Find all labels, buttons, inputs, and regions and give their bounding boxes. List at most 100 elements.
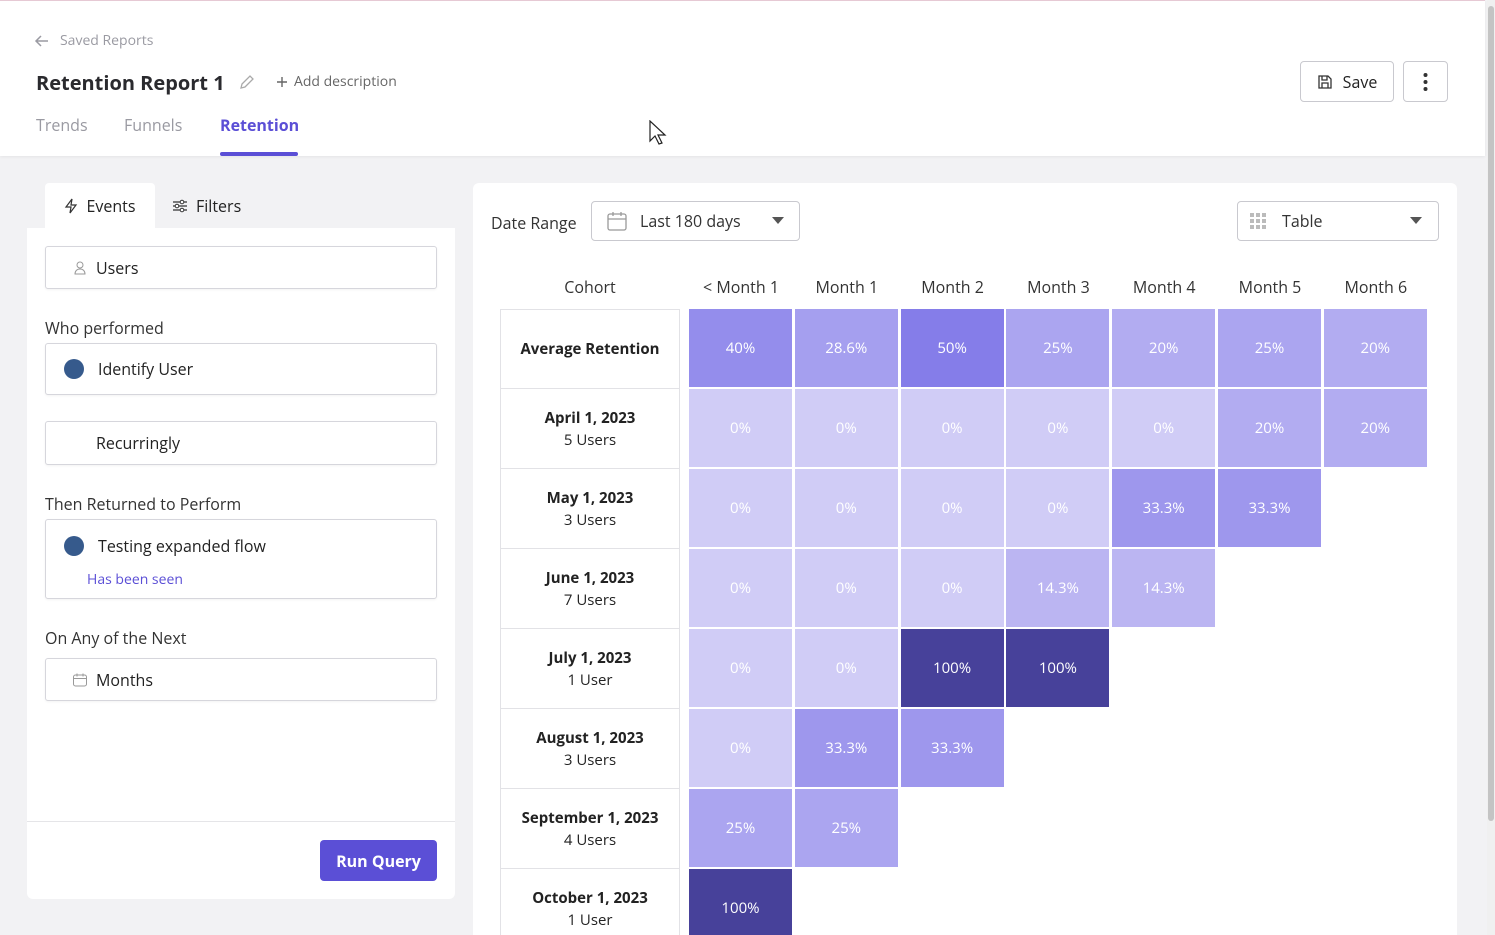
retention-cell[interactable]: 25%	[1006, 309, 1109, 387]
column-header: Month 1	[795, 276, 899, 298]
save-icon	[1317, 74, 1333, 90]
retention-cell[interactable]: 28.6%	[795, 309, 898, 387]
tab-underline	[220, 152, 298, 156]
retention-cell[interactable]: 20%	[1324, 309, 1427, 387]
column-header: Cohort	[500, 276, 680, 298]
retention-cell[interactable]: 25%	[1218, 309, 1321, 387]
back-link[interactable]: Saved Reports	[34, 31, 153, 50]
retention-cell[interactable]: 40%	[689, 309, 792, 387]
retention-cell[interactable]: 0%	[1006, 469, 1109, 547]
retention-cell[interactable]: 33.3%	[901, 709, 1004, 787]
more-button[interactable]	[1403, 61, 1448, 102]
divider	[27, 821, 455, 822]
column-header: < Month 1	[689, 276, 793, 298]
cohort-name: August 1, 2023	[536, 727, 643, 749]
retention-cell[interactable]: 0%	[689, 389, 792, 467]
filters-tab[interactable]: Filters	[172, 195, 241, 217]
retention-cell[interactable]: 0%	[689, 629, 792, 707]
tab[interactable]: Funnels	[124, 114, 182, 136]
retention-cell[interactable]: 14.3%	[1006, 549, 1109, 627]
event-note[interactable]: Has been seen	[87, 570, 183, 589]
event-text: Identify User	[98, 358, 193, 380]
unit-select[interactable]: Months	[45, 658, 437, 701]
events-tab-text: Events	[86, 195, 135, 217]
cohort-users: 5 Users	[564, 429, 616, 451]
scroll-thumb[interactable]	[1488, 6, 1494, 821]
header: Saved Reports Retention Report 1 Add des…	[0, 0, 1485, 156]
column-header: Month 4	[1112, 276, 1216, 298]
cohort-users: 7 Users	[564, 589, 616, 611]
retention-cell[interactable]: 20%	[1324, 389, 1427, 467]
cohort-name: April 1, 2023	[545, 407, 636, 429]
section-label: Who performed	[45, 317, 164, 339]
column-header: Month 2	[901, 276, 1005, 298]
retention-cell[interactable]: 100%	[1006, 629, 1109, 707]
add-description-text: Add description	[294, 72, 397, 91]
retention-cell[interactable]: 0%	[795, 389, 898, 467]
event-select[interactable]: Identify User	[45, 343, 437, 395]
retention-cell[interactable]: 0%	[1006, 389, 1109, 467]
frequency-text: Recurringly	[96, 432, 180, 454]
plus-icon	[276, 76, 288, 88]
calendar-icon	[72, 672, 88, 688]
cohort-cell: July 1, 20231 User	[500, 629, 680, 709]
cohort-users: 3 Users	[564, 749, 616, 771]
retention-cell[interactable]: 0%	[795, 549, 898, 627]
retention-cell[interactable]: 0%	[689, 549, 792, 627]
edit-icon[interactable]	[238, 73, 256, 91]
retention-cell[interactable]: 0%	[689, 709, 792, 787]
add-description[interactable]: Add description	[276, 72, 397, 91]
filters-tab-text: Filters	[196, 195, 241, 217]
filter-icon	[172, 199, 188, 213]
cohort-cell: June 1, 20237 Users	[500, 549, 680, 629]
scrollbar[interactable]	[1487, 0, 1495, 935]
save-text: Save	[1343, 71, 1378, 93]
retention-cell[interactable]: 0%	[901, 469, 1004, 547]
section-label: Then Returned to Perform	[45, 493, 241, 515]
cohort-users: 1 User	[567, 669, 612, 691]
frequency-select[interactable]: Recurringly	[45, 421, 437, 465]
retention-cell[interactable]: 0%	[795, 469, 898, 547]
run-query-button[interactable]: Run Query	[320, 840, 437, 881]
retention-cell[interactable]: 33.3%	[1218, 469, 1321, 547]
retention-cell[interactable]: 0%	[901, 389, 1004, 467]
cohort-name: July 1, 2023	[549, 647, 632, 669]
retention-cell[interactable]: 33.3%	[795, 709, 898, 787]
tab-active[interactable]: Retention	[220, 114, 299, 136]
cohort-cell: Average Retention	[500, 309, 680, 389]
user-icon	[74, 261, 86, 275]
users-text: Users	[96, 257, 138, 279]
event-text: Testing expanded flow	[98, 535, 266, 557]
retention-cell[interactable]: 14.3%	[1112, 549, 1215, 627]
section-label: On Any of the Next	[45, 627, 186, 649]
save-button[interactable]: Save	[1300, 61, 1394, 102]
event-dot	[64, 359, 84, 379]
return-event-select[interactable]: Testing expanded flow Has been seen	[45, 519, 437, 599]
events-tab[interactable]: Events	[45, 183, 155, 229]
cohort-users: 3 Users	[564, 509, 616, 531]
retention-cell[interactable]: 25%	[689, 789, 792, 867]
cohort-users: 4 Users	[564, 829, 616, 851]
retention-cell[interactable]: 100%	[901, 629, 1004, 707]
cohort-name: Average Retention	[520, 338, 659, 360]
retention-cell[interactable]: 20%	[1112, 309, 1215, 387]
retention-cell[interactable]: 50%	[901, 309, 1004, 387]
cohort-name: June 1, 2023	[546, 567, 635, 589]
cohort-cell: April 1, 20235 Users	[500, 389, 680, 469]
retention-cell[interactable]: 0%	[1112, 389, 1215, 467]
retention-cell[interactable]: 25%	[795, 789, 898, 867]
retention-cell[interactable]: 100%	[689, 869, 792, 935]
bolt-icon	[64, 198, 78, 214]
retention-cell[interactable]: 0%	[901, 549, 1004, 627]
retention-cell[interactable]: 33.3%	[1112, 469, 1215, 547]
column-header: Month 5	[1218, 276, 1322, 298]
report-title: Retention Report 1	[36, 69, 225, 96]
users-select[interactable]: Users	[45, 246, 437, 289]
tab[interactable]: Trends	[36, 114, 88, 136]
cohort-cell: August 1, 20233 Users	[500, 709, 680, 789]
column-header: Month 6	[1324, 276, 1428, 298]
retention-cell[interactable]: 0%	[689, 469, 792, 547]
retention-cell[interactable]: 20%	[1218, 389, 1321, 467]
retention-cell[interactable]: 0%	[795, 629, 898, 707]
